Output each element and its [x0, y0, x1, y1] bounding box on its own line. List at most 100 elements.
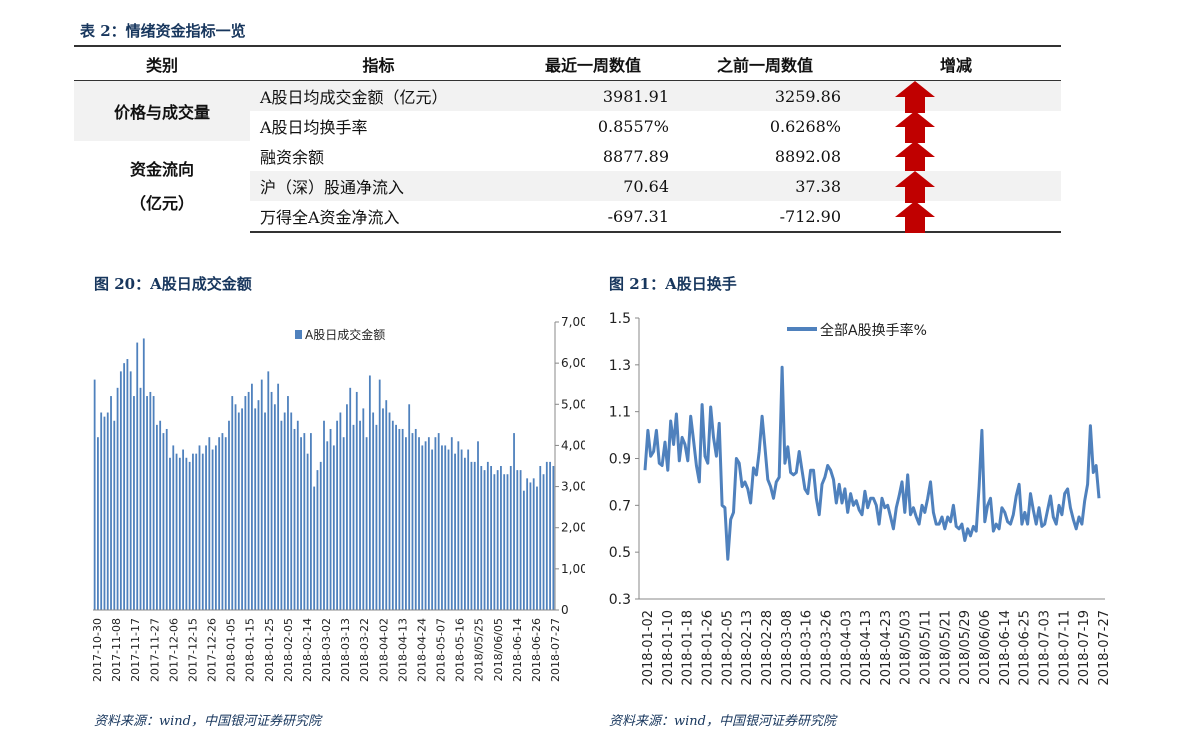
- bar: [277, 383, 280, 610]
- bar: [273, 404, 276, 610]
- chart21-source: 资料来源：wind，中国银河证券研究院: [609, 714, 836, 729]
- change-cell: [851, 111, 1061, 143]
- y-tick-label: 1.5: [609, 311, 631, 327]
- bar: [162, 433, 165, 610]
- bar: [480, 466, 483, 610]
- bar: [296, 420, 299, 610]
- bar: [97, 437, 99, 610]
- x-tick-label: 2018-01-25: [263, 618, 276, 682]
- daily-turnover-amount-chart: 0 1,000 2,000 3,000 4,000 5,000 6,000 7,000 2017…: [91, 315, 585, 682]
- bar: [293, 428, 296, 610]
- x-tick-label: 2018/05/11: [919, 610, 934, 685]
- bar: [323, 420, 325, 610]
- bar: [391, 420, 394, 610]
- bar: [218, 437, 221, 610]
- chart20-source: 资料来源：wind，中国银河证券研究院: [94, 714, 321, 729]
- change-cell: [851, 201, 1061, 233]
- legend-label: A股日成交金额: [305, 327, 385, 342]
- bar: [214, 445, 217, 610]
- recent-value-cell: 8877.89: [602, 146, 669, 166]
- bar: [552, 466, 555, 610]
- table-row: 价格与成交量 A股日均成交金额（亿元） 3981.91 3259.86: [74, 80, 1061, 141]
- x-tick-label: 2017-12-26: [206, 618, 219, 682]
- x-tick-label: 2018-03-22: [358, 618, 371, 682]
- bar: [260, 379, 263, 610]
- y-tick-label: 5,000: [561, 397, 585, 411]
- bar: [549, 461, 551, 610]
- bar: [368, 375, 371, 610]
- y-tick-label: 6,000: [561, 356, 585, 370]
- bar: [129, 371, 132, 610]
- bar: [185, 457, 188, 610]
- indicator-cell: A股日均换手率: [250, 111, 507, 141]
- bar: [450, 437, 453, 610]
- bar: [290, 412, 293, 610]
- bar: [483, 470, 486, 610]
- bar: [493, 474, 496, 610]
- x-tick-label: 2018-06-14: [998, 610, 1013, 686]
- indicator-cell: 融资余额: [260, 148, 325, 167]
- bar: [431, 449, 434, 610]
- bar: [309, 433, 312, 610]
- bar: [496, 470, 499, 610]
- table-row: 资金流向 （亿元） 融资余额 8877.89 8892.08: [74, 141, 1061, 232]
- x-tick-label: 2018-03-26: [819, 610, 834, 686]
- bar: [526, 478, 529, 610]
- bar: [463, 457, 466, 610]
- header-indicator: 指标: [250, 45, 507, 81]
- bar: [208, 437, 211, 610]
- x-tick-label: 2018-03-13: [339, 618, 352, 682]
- bar: [116, 387, 119, 610]
- bar: [460, 449, 463, 610]
- header-change: 增减: [851, 45, 1061, 81]
- bar: [182, 449, 185, 610]
- bar: [110, 396, 112, 610]
- bar: [106, 412, 109, 610]
- bar: [467, 449, 470, 610]
- sentiment-capital-table: 类别 指标 最近一周数值 之前一周数值 增减 价格与成交量 A股日均成交金额（亿…: [74, 45, 1061, 233]
- table-row: 万得全A资金净流入 -697.31 -712.90: [74, 201, 1061, 233]
- bar: [313, 486, 316, 610]
- x-tick-label: 2018-04-24: [415, 618, 428, 682]
- bar: [126, 359, 129, 610]
- bar: [123, 363, 126, 610]
- x-tick-label: 2017-11-08: [110, 618, 123, 682]
- x-tick-label: 2018-04-03: [839, 610, 854, 686]
- bar: [401, 428, 404, 610]
- bar: [421, 445, 424, 610]
- change-cell: [851, 141, 1061, 173]
- y-tick-label: 1.3: [609, 358, 631, 374]
- x-tick-label: 2018-01-26: [700, 610, 715, 686]
- x-tick-label: 2018-05-07: [435, 618, 448, 682]
- bar: [503, 474, 506, 610]
- bar: [169, 457, 171, 610]
- x-tick-label: 2018-04-02: [377, 618, 390, 682]
- x-tick-label: 2018/05/03: [899, 610, 914, 685]
- bar: [365, 437, 368, 610]
- x-tick-label: 2018/05/25: [473, 618, 486, 681]
- bar: [234, 404, 237, 610]
- bar: [536, 486, 538, 610]
- bar: [339, 412, 342, 610]
- bar: [434, 437, 437, 610]
- bar: [444, 445, 447, 610]
- indicator-cell: 沪（深）股通净流入: [250, 171, 507, 201]
- y-tick-label: 0.5: [609, 545, 631, 561]
- bar: [382, 408, 384, 610]
- x-tick-label: 2018-02-05: [720, 610, 735, 686]
- x-tick-label: 2018-04-13: [396, 618, 409, 682]
- bar: [509, 466, 512, 610]
- bar: [545, 461, 548, 610]
- x-tick-label: 2018-02-28: [760, 610, 775, 686]
- previous-value-cell: 8892.08: [774, 146, 841, 166]
- x-tick-label: 2017-11-27: [148, 618, 161, 682]
- x-tick-label: 2018/06/06: [978, 610, 993, 685]
- bar: [398, 428, 401, 610]
- bar: [359, 420, 361, 610]
- bar: [306, 453, 309, 610]
- bar: [300, 437, 302, 610]
- x-tick-label: 2018-01-10: [661, 610, 676, 686]
- bar: [447, 449, 450, 610]
- bar: [198, 445, 201, 610]
- previous-value-cell: 3259.86: [679, 80, 851, 111]
